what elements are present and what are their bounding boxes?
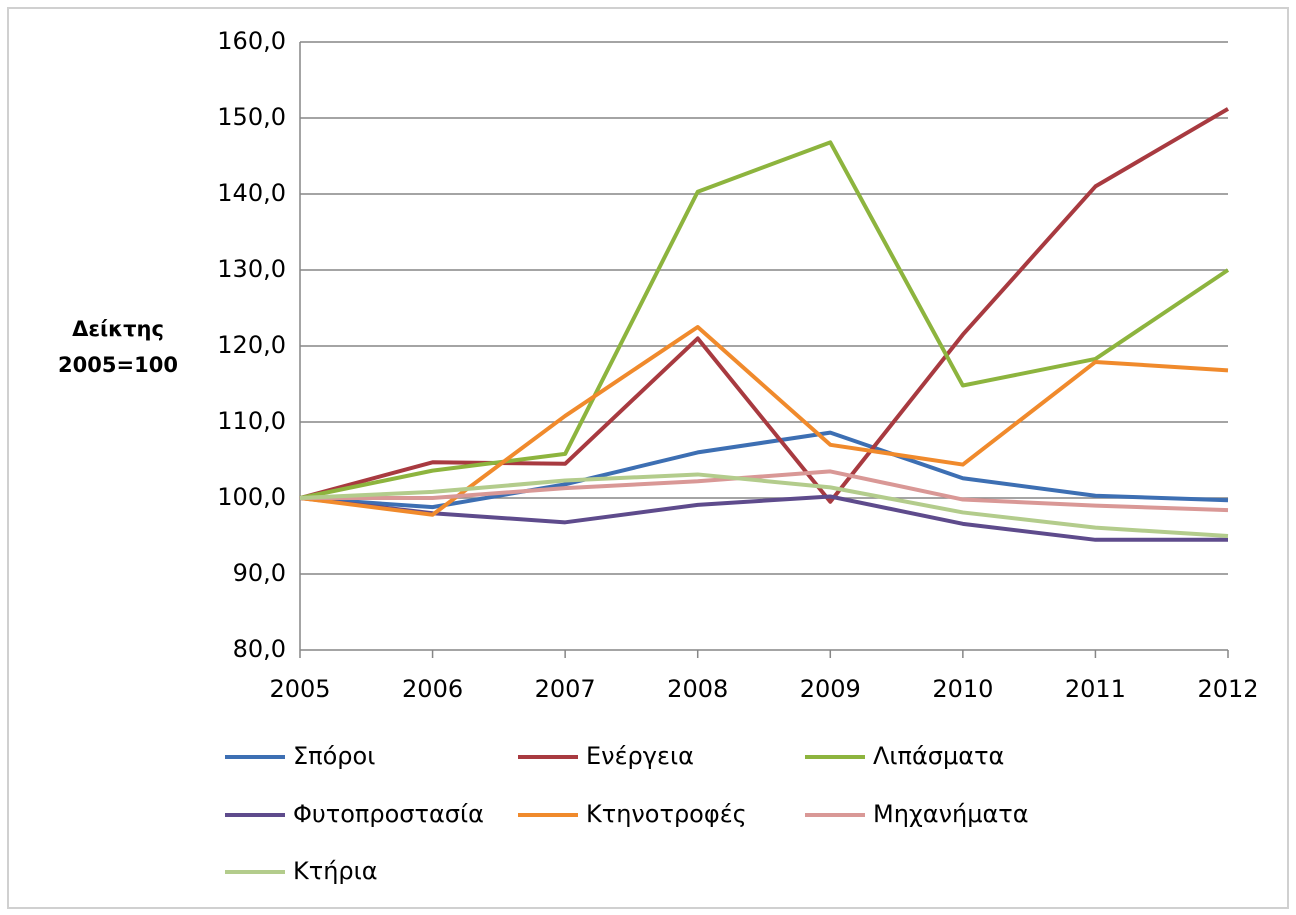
legend-label: Κτηνοτροφές — [586, 800, 747, 828]
y-tick-label: 120,0 — [217, 331, 286, 359]
y-tick-label: 140,0 — [217, 179, 286, 207]
x-tick-label: 2011 — [1065, 675, 1126, 703]
series-line — [299, 472, 1229, 538]
x-tick-label: 2007 — [535, 675, 596, 703]
x-tick-label: 2008 — [667, 675, 728, 703]
x-tick-label: 2009 — [800, 675, 861, 703]
y-tick-label: 100,0 — [217, 483, 286, 511]
series-line — [299, 494, 1228, 542]
y-tick-label: 110,0 — [217, 407, 286, 435]
y-tick-label: 90,0 — [233, 559, 286, 587]
legend-label: Λιπάσματα — [873, 742, 1004, 770]
legend-label: Φυτοπροστασία — [293, 800, 484, 828]
series-line — [299, 430, 1229, 510]
series-line — [300, 469, 1229, 513]
legend-label: Ενέργεια — [586, 742, 694, 770]
legend-label: Μηχανήματα — [873, 800, 1029, 828]
y-tick-label: 130,0 — [217, 255, 286, 283]
y-tick-label: 80,0 — [233, 635, 286, 663]
x-tick-label: 2012 — [1197, 675, 1258, 703]
x-tick-label: 2006 — [402, 675, 463, 703]
legend-label: Κτήρια — [293, 857, 378, 885]
x-tick-label: 2010 — [932, 675, 993, 703]
chart-border — [7, 7, 1289, 909]
y-axis-label: 2005=100 — [58, 353, 178, 377]
legend-label: Σπόροι — [293, 742, 375, 770]
series-line — [299, 140, 1230, 500]
y-tick-label: 150,0 — [217, 103, 286, 131]
x-tick-label: 2005 — [269, 675, 330, 703]
y-axis-label: Δείκτης — [72, 317, 164, 341]
y-tick-label: 160,0 — [217, 27, 286, 55]
series-line — [299, 107, 1230, 504]
